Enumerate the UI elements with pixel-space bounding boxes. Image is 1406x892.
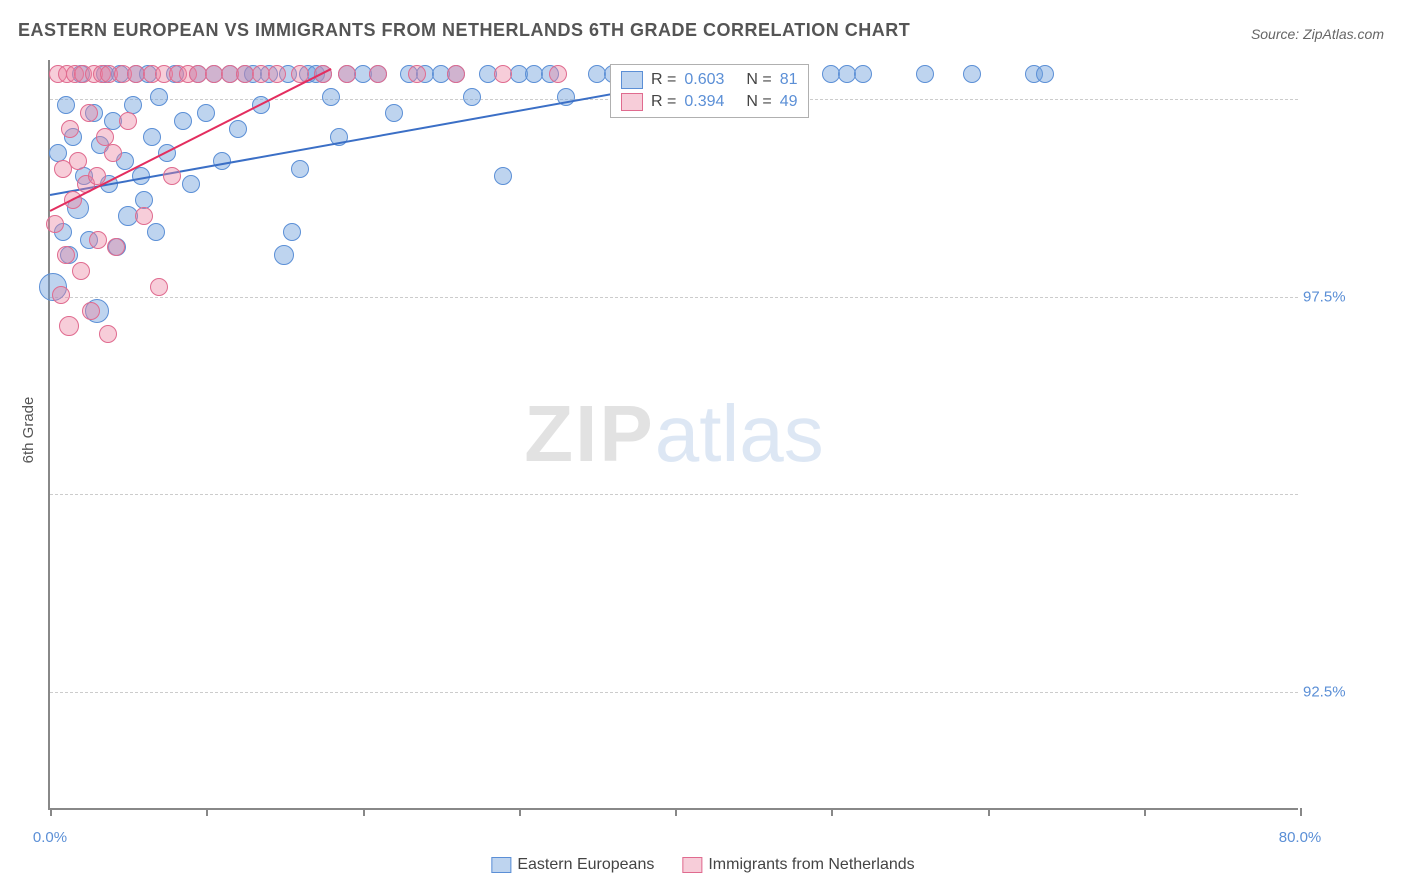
grid-line — [50, 692, 1298, 693]
data-point — [119, 112, 137, 130]
watermark: ZIPatlas — [524, 388, 823, 480]
x-tick-label: 0.0% — [33, 829, 67, 846]
bottom-legend-item: Immigrants from Netherlands — [682, 856, 914, 874]
data-point — [274, 245, 294, 265]
watermark-part2: atlas — [655, 389, 824, 478]
stats-legend: R = 0.603 N = 81 R = 0.394 N = 49 — [610, 64, 809, 118]
x-tick — [206, 808, 208, 816]
data-point — [963, 65, 981, 83]
source-attribution: Source: ZipAtlas.com — [1251, 26, 1384, 42]
chart-title: EASTERN EUROPEAN VS IMMIGRANTS FROM NETH… — [18, 20, 910, 41]
data-point — [268, 65, 286, 83]
data-point — [89, 231, 107, 249]
legend-r-value: 0.394 — [684, 93, 724, 111]
legend-r-label: R = — [651, 71, 676, 89]
data-point — [385, 104, 403, 122]
data-point — [369, 65, 387, 83]
x-tick — [363, 808, 365, 816]
bottom-legend: Eastern Europeans Immigrants from Netherl… — [491, 856, 914, 874]
data-point — [463, 88, 481, 106]
x-tick — [675, 808, 677, 816]
data-point — [854, 65, 872, 83]
data-point — [174, 112, 192, 130]
legend-label: Eastern Europeans — [517, 856, 654, 873]
data-point — [182, 175, 200, 193]
x-tick-label: 80.0% — [1279, 829, 1322, 846]
legend-r-label: R = — [651, 93, 676, 111]
data-point — [163, 167, 181, 185]
data-point — [150, 278, 168, 296]
data-point — [291, 160, 309, 178]
legend-label: Immigrants from Netherlands — [708, 856, 914, 873]
data-point — [408, 65, 426, 83]
grid-line — [50, 297, 1298, 298]
data-point — [104, 144, 122, 162]
plot-area: ZIPatlas 92.5%97.5%0.0%80.0%R =0.603N =8… — [48, 60, 1298, 810]
data-point — [916, 65, 934, 83]
y-tick-label: 97.5% — [1303, 288, 1383, 305]
data-point — [322, 88, 340, 106]
data-point — [80, 104, 98, 122]
data-point — [494, 65, 512, 83]
data-point — [213, 152, 231, 170]
bottom-legend-item: Eastern Europeans — [491, 856, 654, 874]
data-point — [107, 238, 125, 256]
data-point — [549, 65, 567, 83]
legend-swatch — [682, 857, 702, 873]
data-point — [135, 207, 153, 225]
legend-n-value: 81 — [780, 71, 798, 89]
data-point — [46, 215, 64, 233]
data-point — [197, 104, 215, 122]
x-tick — [50, 808, 52, 816]
data-point — [338, 65, 356, 83]
x-tick — [988, 808, 990, 816]
data-point — [143, 128, 161, 146]
x-tick — [1300, 808, 1302, 816]
data-point — [150, 88, 168, 106]
x-tick — [519, 808, 521, 816]
data-point — [52, 286, 70, 304]
data-point — [229, 120, 247, 138]
legend-n-label: N = — [746, 93, 771, 111]
data-point — [1036, 65, 1054, 83]
legend-swatch — [621, 71, 643, 89]
data-point — [72, 262, 90, 280]
legend-r-value: 0.603 — [684, 71, 724, 89]
data-point — [61, 120, 79, 138]
stats-legend-row: R = 0.394 N = 49 — [621, 91, 798, 113]
y-tick-label: 92.5% — [1303, 683, 1383, 700]
data-point — [59, 316, 79, 336]
data-point — [99, 325, 117, 343]
data-point — [57, 96, 75, 114]
data-point — [82, 302, 100, 320]
x-tick — [1144, 808, 1146, 816]
data-point — [283, 223, 301, 241]
y-axis-label: 6th Grade — [20, 397, 37, 464]
data-point — [57, 246, 75, 264]
legend-swatch — [491, 857, 511, 873]
watermark-part1: ZIP — [524, 389, 654, 478]
data-point — [69, 152, 87, 170]
legend-n-label: N = — [746, 71, 771, 89]
data-point — [147, 223, 165, 241]
data-point — [447, 65, 465, 83]
x-tick — [831, 808, 833, 816]
legend-swatch — [621, 93, 643, 111]
data-point — [494, 167, 512, 185]
legend-n-value: 49 — [780, 93, 798, 111]
stats-legend-row: R = 0.603 N = 81 — [621, 69, 798, 91]
grid-line — [50, 494, 1298, 495]
